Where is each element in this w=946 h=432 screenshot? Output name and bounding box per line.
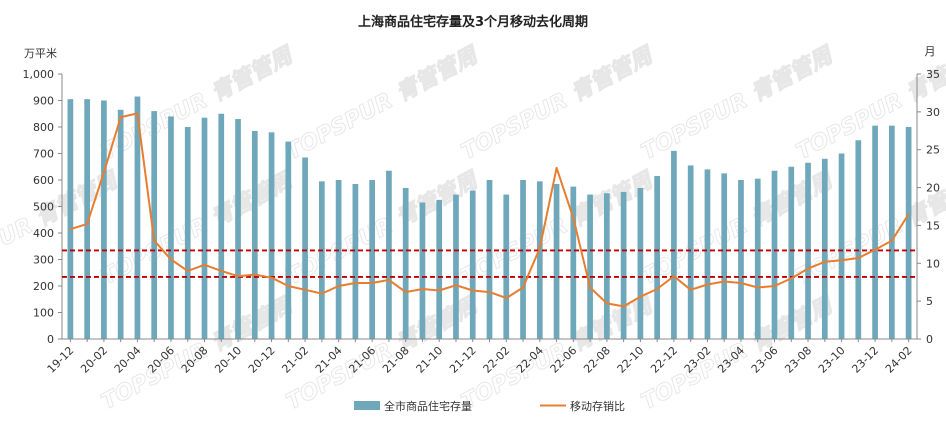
- bar: [503, 194, 510, 339]
- legend: 全市商品住宅存量 移动存销比: [354, 399, 625, 413]
- x-tick-label: 23-12: [849, 344, 881, 376]
- bar: [386, 170, 392, 339]
- bar: [587, 194, 593, 339]
- bar: [788, 166, 795, 339]
- y-right-tick-label: 25: [926, 144, 940, 157]
- bar: [486, 180, 493, 339]
- y-right-tick-label: 35: [926, 68, 940, 81]
- x-tick-label: 20-02: [78, 344, 110, 376]
- bar: [352, 183, 359, 339]
- x-tick-label: 23-10: [816, 344, 848, 376]
- y-right-tick-label: 20: [926, 182, 940, 195]
- bar: [251, 130, 258, 339]
- bar-series: [67, 96, 912, 340]
- bar: [469, 190, 476, 339]
- x-tick-label: 19-12: [45, 344, 77, 376]
- bar: [754, 178, 761, 339]
- bar: [520, 180, 526, 339]
- x-tick-label: 22-10: [615, 344, 647, 376]
- bar: [369, 180, 375, 339]
- x-tick-label: 23-08: [782, 344, 814, 376]
- bar: [151, 111, 158, 339]
- bar: [771, 170, 778, 339]
- bar: [101, 100, 107, 339]
- bar: [553, 183, 560, 339]
- watermark-text: TOPSPUR 青管管周: [457, 41, 659, 165]
- chart-title: 上海商品住宅存量及3个月移动去化周期: [358, 14, 588, 30]
- y-right-unit: 月: [925, 45, 936, 58]
- x-tick-label: 24-02: [883, 344, 915, 376]
- bar: [738, 180, 744, 339]
- y-left-tick-label: 1,000: [23, 68, 55, 81]
- bar: [704, 169, 711, 339]
- bar: [905, 127, 912, 339]
- line-series: [70, 112, 910, 308]
- bar: [838, 153, 845, 339]
- bar: [134, 96, 141, 340]
- bar: [268, 132, 275, 339]
- legend-label-bar: 全市商品住宅存量: [384, 399, 472, 413]
- y-left-tick-label: 300: [33, 254, 54, 267]
- bar: [201, 117, 208, 339]
- bar: [235, 119, 241, 339]
- bar: [821, 158, 828, 339]
- y-right-axis: 0 5 10 15 20 25 30 35: [916, 68, 940, 346]
- bar: [335, 180, 342, 339]
- bar: [402, 187, 409, 339]
- bar: [620, 191, 627, 339]
- bar: [319, 181, 325, 339]
- y-left-unit: 万平米: [24, 47, 57, 60]
- y-left-tick-label: 600: [33, 174, 54, 187]
- watermark-text: TOPSPUR 青管管周: [282, 41, 484, 165]
- x-tick-label: 21-02: [279, 344, 311, 376]
- bar: [671, 150, 677, 339]
- y-right-tick-label: 30: [926, 106, 940, 119]
- y-right-tick-label: 10: [926, 257, 940, 270]
- legend-label-line: 移动存销比: [570, 399, 625, 413]
- y-right-tick-label: 0: [926, 333, 933, 346]
- bar: [872, 125, 878, 339]
- y-right-tick-label: 15: [926, 219, 940, 232]
- y-right-tick-label: 5: [926, 295, 933, 308]
- bar: [654, 176, 660, 339]
- bar: [855, 140, 862, 339]
- bar: [637, 187, 644, 339]
- bar: [721, 173, 728, 339]
- y-left-tick-label: 500: [33, 201, 54, 214]
- y-left-tick-label: 700: [33, 148, 54, 161]
- bar: [218, 113, 225, 339]
- bar: [302, 157, 308, 339]
- x-tick-label: 20-12: [246, 344, 278, 376]
- bar: [570, 186, 577, 339]
- x-tick-label: 21-12: [447, 344, 479, 376]
- bar: [84, 99, 90, 339]
- x-tick-label: 22-12: [648, 344, 680, 376]
- bar: [453, 194, 459, 339]
- series-line: [70, 112, 910, 308]
- y-left-tick-label: 800: [33, 121, 54, 134]
- bar: [285, 141, 292, 339]
- bar: [184, 127, 191, 339]
- bar: [419, 202, 426, 339]
- y-left-axis: 0 100 200 300 400 500 600 700 800 900 1,000: [23, 68, 63, 346]
- bar: [67, 99, 74, 339]
- y-left-tick-label: 200: [33, 280, 54, 293]
- y-left-tick-label: 900: [33, 95, 54, 108]
- reference-lines: [62, 249, 917, 278]
- y-left-tick-label: 0: [47, 333, 54, 346]
- bar: [536, 181, 543, 339]
- y-left-tick-label: 100: [33, 307, 54, 320]
- bar: [889, 125, 895, 339]
- bar: [168, 116, 174, 340]
- bar: [687, 165, 694, 339]
- legend-swatch-bar: [354, 401, 380, 410]
- bar: [604, 193, 610, 339]
- bar: [117, 109, 124, 340]
- y-left-tick-label: 400: [33, 227, 54, 240]
- bar: [436, 199, 443, 339]
